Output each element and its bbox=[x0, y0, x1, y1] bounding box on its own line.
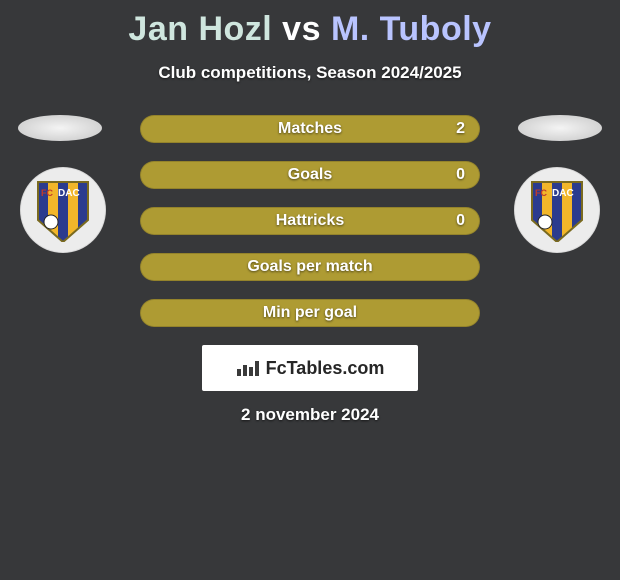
subtitle: Club competitions, Season 2024/2025 bbox=[0, 63, 620, 83]
stat-bar-value-right: 0 bbox=[456, 162, 465, 188]
player1-head-ellipse bbox=[18, 115, 102, 141]
comparison-stage: FC DAC FC DAC Matches2Goals0Hattricks0Go… bbox=[0, 115, 620, 327]
stat-bar-label: Goals bbox=[141, 162, 479, 188]
club-crest-icon: FC DAC bbox=[528, 178, 586, 242]
svg-text:FC: FC bbox=[535, 188, 547, 198]
player2-head-ellipse bbox=[518, 115, 602, 141]
player1-name: Jan Hozl bbox=[128, 10, 272, 48]
player2-name: M. Tuboly bbox=[331, 10, 492, 48]
stat-bar: Hattricks0 bbox=[140, 207, 480, 235]
player1-club-crest: FC DAC bbox=[20, 167, 106, 253]
page-title: Jan Hozl vs M. Tuboly bbox=[0, 0, 620, 49]
stat-bar-label: Matches bbox=[141, 116, 479, 142]
svg-text:FC: FC bbox=[41, 188, 53, 198]
svg-text:DAC: DAC bbox=[58, 188, 80, 199]
svg-text:DAC: DAC bbox=[552, 188, 574, 199]
branding-text: FcTables.com bbox=[266, 358, 385, 379]
stat-bar-value-right: 0 bbox=[456, 208, 465, 234]
stat-bar-value-right: 2 bbox=[456, 116, 465, 142]
stat-bar: Min per goal bbox=[140, 299, 480, 327]
vs-separator: vs bbox=[282, 10, 321, 48]
bar-chart-icon bbox=[236, 359, 260, 377]
stat-bar-label: Min per goal bbox=[141, 300, 479, 326]
stat-bar-label: Goals per match bbox=[141, 254, 479, 280]
stat-bars: Matches2Goals0Hattricks0Goals per matchM… bbox=[140, 115, 480, 327]
snapshot-date: 2 november 2024 bbox=[0, 405, 620, 425]
player2-club-crest: FC DAC bbox=[514, 167, 600, 253]
stat-bar: Goals per match bbox=[140, 253, 480, 281]
stat-bar: Goals0 bbox=[140, 161, 480, 189]
stat-bar: Matches2 bbox=[140, 115, 480, 143]
branding-badge: FcTables.com bbox=[202, 345, 418, 391]
club-crest-icon: FC DAC bbox=[34, 178, 92, 242]
stat-bar-label: Hattricks bbox=[141, 208, 479, 234]
